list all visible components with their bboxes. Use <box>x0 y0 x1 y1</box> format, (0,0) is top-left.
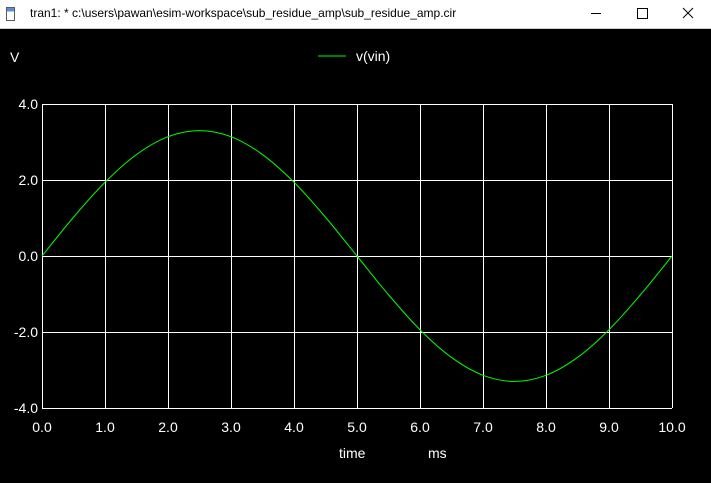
x-tick-label: 0.0 <box>32 419 52 435</box>
x-tick-label: 7.0 <box>473 419 493 435</box>
x-tick-label: 4.0 <box>284 419 304 435</box>
x-tick-label: 2.0 <box>158 419 178 435</box>
y-tick-label: -4.0 <box>14 400 38 416</box>
x-tick-label: 3.0 <box>221 419 241 435</box>
legend-label: v(vin) <box>356 48 390 64</box>
x-tick-label: 6.0 <box>410 419 430 435</box>
tick-labels: 0.0 1.0 2.0 3.0 4.0 5.0 6.0 7.0 8.0 9.0 10.0 4.0 2.0… <box>14 96 686 435</box>
x-axis-label: time <box>339 445 366 461</box>
x-tick-label: 9.0 <box>599 419 619 435</box>
maximize-icon <box>637 8 648 19</box>
y-tick-label: -2.0 <box>14 324 38 340</box>
title-bar[interactable]: tran1: * c:\users\pawan\esim-workspace\s… <box>0 0 711 29</box>
close-button[interactable] <box>665 0 711 28</box>
minimize-icon <box>591 13 601 14</box>
y-tick-label: 0.0 <box>19 248 39 264</box>
x-tick-label: 1.0 <box>95 419 115 435</box>
y-tick-label: 2.0 <box>19 172 39 188</box>
trace-v-vin <box>41 130 673 382</box>
y-axis-label: V <box>10 49 20 65</box>
close-icon <box>682 7 694 19</box>
y-tick-label: 4.0 <box>19 96 39 112</box>
app-icon <box>6 7 15 21</box>
minimize-button[interactable] <box>573 0 619 28</box>
x-tick-label: 10.0 <box>658 419 685 435</box>
maximize-button[interactable] <box>619 0 665 28</box>
x-tick-label: 8.0 <box>536 419 556 435</box>
x-tick-label: 5.0 <box>347 419 367 435</box>
x-axis-unit: ms <box>428 445 447 461</box>
window-title: tran1: * c:\users\pawan\esim-workspace\s… <box>30 6 457 20</box>
plot-area[interactable]: V v(vin) 0.0 1.0 2.0 3.0 4.0 5.0 6.0 7.0 8.0 9.0 1… <box>0 29 711 483</box>
